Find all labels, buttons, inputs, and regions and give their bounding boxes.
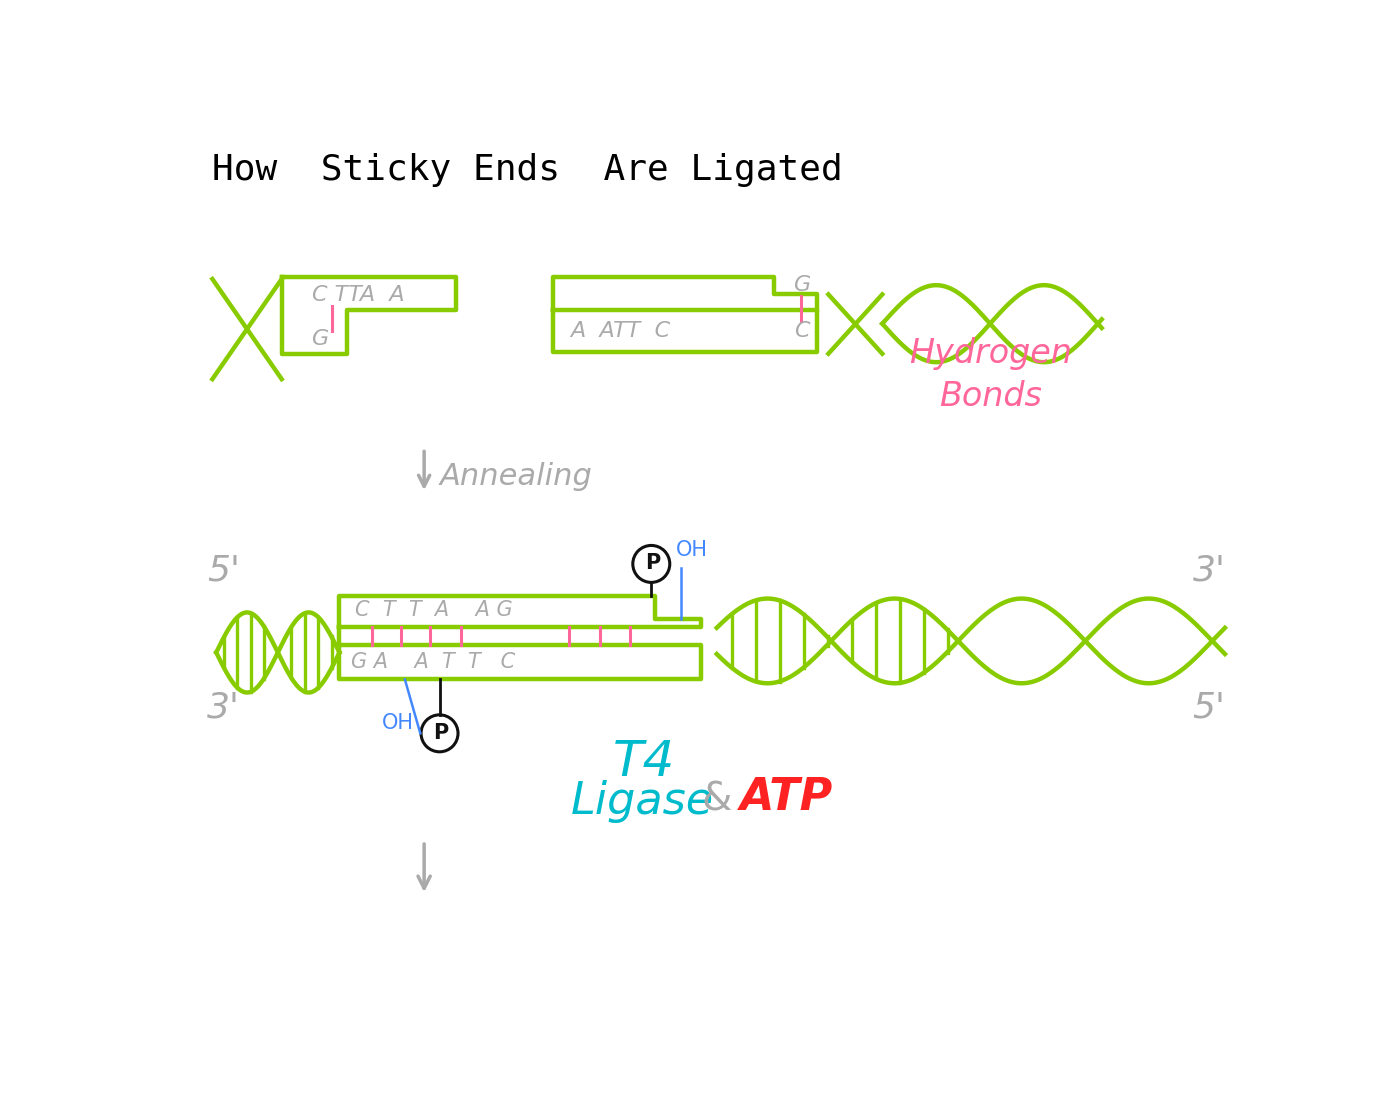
Text: C TTA  A: C TTA A [312, 284, 406, 304]
Text: P: P [434, 722, 449, 743]
Text: 5': 5' [1193, 691, 1225, 724]
Text: G A    A  T  T   C: G A A T T C [351, 651, 516, 671]
Text: 5': 5' [206, 554, 240, 588]
Text: OH: OH [382, 713, 414, 733]
Text: Ligase: Ligase [570, 780, 714, 823]
Text: 3': 3' [1193, 554, 1225, 588]
Text: &: & [701, 781, 732, 818]
Text: C: C [793, 321, 810, 341]
Text: P: P [645, 553, 661, 573]
Text: A  ATT  C: A ATT C [570, 321, 671, 341]
Text: Hydrogen
Bonds: Hydrogen Bonds [909, 336, 1072, 413]
Text: C  T  T  A    A G: C T T A A G [355, 599, 513, 619]
Text: G: G [312, 330, 330, 349]
Text: ATP: ATP [740, 776, 834, 820]
Text: How  Sticky Ends  Are Ligated: How Sticky Ends Are Ligated [212, 154, 843, 187]
Text: Annealing: Annealing [439, 462, 592, 491]
Text: 3': 3' [206, 691, 240, 724]
Text: G: G [793, 274, 811, 294]
Text: OH: OH [676, 540, 708, 561]
Text: T4: T4 [613, 738, 675, 785]
